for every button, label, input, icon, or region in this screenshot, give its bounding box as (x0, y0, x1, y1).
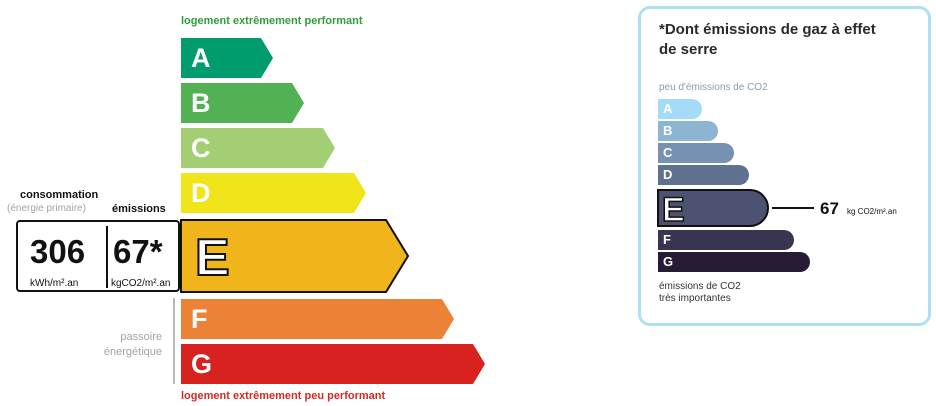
value-separator (106, 226, 108, 288)
energy-class-e-outlined-letter: E (194, 228, 231, 288)
ges-high-label-line2: très importantes (659, 293, 731, 304)
emissions-value: 67* (113, 233, 163, 270)
energy-class-e-arrow (180, 219, 410, 293)
passoire-label-line2: énergétique (103, 346, 162, 358)
emissions-unit: kgCO2/m².an (111, 278, 171, 289)
energy-class-g-letter: G (191, 349, 213, 379)
ges-title: *Dont émissions de gaz à effet de serre (659, 21, 876, 58)
consumption-label: consommation (20, 189, 99, 201)
energy-class-d-arrow (181, 173, 366, 213)
ges-high-label: émissions de CO2 très importantes (659, 281, 799, 305)
ges-class-c-letter: C (663, 145, 673, 160)
ges-class-g-letter: G (663, 254, 674, 269)
bottom-note-peu-performant: logement extrêmement peu performant (181, 390, 386, 402)
ges-class-a-letter: A (663, 101, 673, 116)
energy-class-a-arrow (181, 38, 273, 78)
ges-low-label: peu d'émissions de CO2 (659, 82, 768, 93)
passoire-label-line1: passoire (120, 331, 162, 343)
ges-class-f-letter: F (663, 232, 671, 247)
ges-class-a-shape (658, 99, 702, 119)
ges-class-b-letter: B (663, 123, 673, 138)
consumption-value: 306 (30, 233, 86, 270)
energy-class-b-arrow (181, 83, 304, 123)
ges-class-b-shape (658, 121, 718, 141)
passoire-label: passoire énergétique (90, 330, 162, 360)
ges-class-c-shape (658, 143, 734, 163)
top-note-performant: logement extrêmement performant (181, 15, 363, 27)
ges-pointer-line (772, 207, 814, 209)
energy-class-c-letter: C (191, 133, 211, 163)
ges-high-label-line1: émissions de CO2 (659, 281, 741, 292)
passoire-bracket (173, 298, 175, 384)
ges-value: 67 (820, 199, 839, 218)
value-box: 306 kWh/m².an 67* kgCO2/m².an (16, 220, 180, 292)
energy-class-f-letter: F (191, 304, 208, 334)
ges-class-d-letter: D (663, 167, 673, 182)
energy-class-d-letter: D (191, 178, 211, 208)
primary-energy-label: (énergie primaire) (7, 203, 86, 214)
ges-class-e-outlined-letter: E (661, 190, 685, 230)
ges-class-e-shape (657, 189, 769, 227)
energy-class-f-arrow (181, 299, 454, 339)
consumption-unit: kWh/m².an (30, 278, 79, 289)
svg-text:E: E (195, 229, 230, 287)
ges-class-f-shape (658, 230, 794, 250)
energy-class-g-arrow (181, 344, 485, 384)
energy-class-c-arrow (181, 128, 335, 168)
emissions-label: émissions (112, 203, 166, 215)
ges-class-d-shape (658, 165, 749, 185)
energy-class-a-letter: A (191, 43, 211, 73)
svg-text:E: E (662, 191, 685, 229)
ges-unit: kg CO2/m².an (847, 207, 897, 216)
energy-class-b-letter: B (191, 88, 211, 118)
ges-class-g-shape (658, 252, 810, 272)
